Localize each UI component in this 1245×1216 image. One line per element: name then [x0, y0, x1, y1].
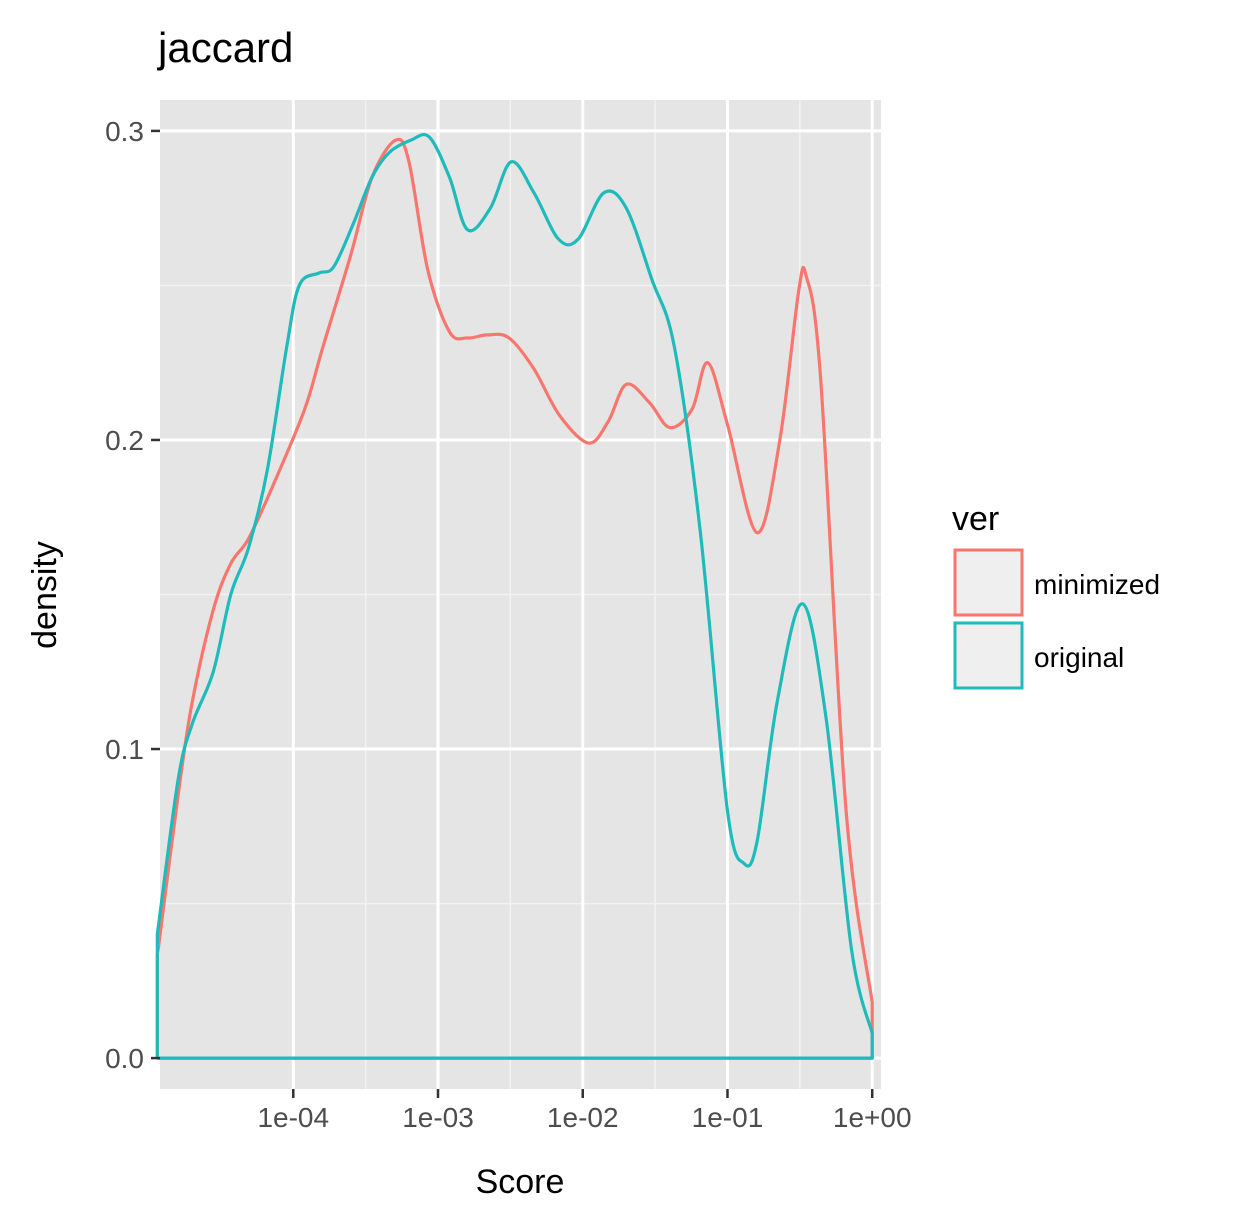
legend: ver minimized original: [952, 500, 1160, 690]
y-tick-label: 0.2: [105, 425, 144, 456]
major-gridlines: [160, 100, 881, 1089]
legend-key-original: [953, 621, 1024, 690]
density-lines: [155, 133, 874, 1060]
x-tick-label: 1e-01: [692, 1102, 764, 1133]
density-line-original: [155, 133, 874, 1060]
legend-key-minimized: [953, 548, 1024, 617]
x-axis-title: Score: [476, 1163, 565, 1201]
x-axis-ticks: 1e-04 1e-03 1e-02 1e-01 1e+00: [257, 1089, 912, 1133]
legend-label-minimized: minimized: [1034, 569, 1160, 600]
y-axis-ticks: 0.0 0.1 0.2 0.3: [105, 116, 160, 1074]
chart-title: jaccard: [156, 24, 293, 71]
y-tick-label: 0.1: [105, 734, 144, 765]
x-tick-label: 1e+00: [833, 1102, 912, 1133]
y-tick-label: 0.3: [105, 116, 144, 147]
legend-label-original: original: [1034, 642, 1124, 673]
legend-title: ver: [952, 500, 999, 538]
x-tick-label: 1e-04: [257, 1102, 329, 1133]
density-line-minimized: [155, 137, 874, 1060]
x-tick-label: 1e-03: [402, 1102, 474, 1133]
minor-gridlines: [160, 100, 881, 1089]
legend-entries: minimized original: [953, 548, 1160, 690]
y-axis-title: density: [26, 541, 64, 649]
x-tick-label: 1e-02: [547, 1102, 619, 1133]
y-tick-label: 0.0: [105, 1043, 144, 1074]
